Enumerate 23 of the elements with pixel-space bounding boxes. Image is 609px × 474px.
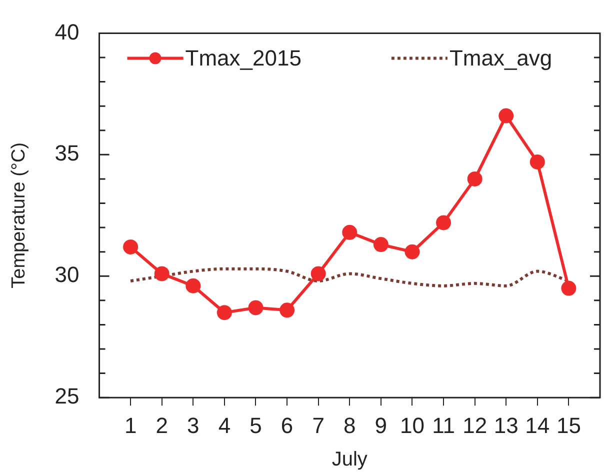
y-tick-label: 35: [54, 140, 80, 166]
y-tick-label: 25: [54, 384, 80, 409]
x-tick-label: 9: [374, 412, 388, 438]
x-tick-label: 1: [124, 412, 137, 438]
x-tick-label: 4: [218, 412, 231, 438]
x-tick-label: 7: [312, 412, 324, 438]
x-tick-label: 15: [556, 412, 581, 438]
legend-label: Tmax_2015: [185, 45, 302, 70]
legend-label: Tmax_avg: [449, 45, 552, 70]
x-tick-label: 10: [400, 412, 424, 438]
x-tick-label: 12: [462, 412, 488, 438]
x-tick-label: 14: [525, 412, 550, 438]
x-axis-title: July: [332, 448, 368, 471]
x-tick-label: 13: [494, 412, 518, 438]
x-tick-label: 5: [250, 412, 262, 438]
y-tick-label: 30: [54, 262, 80, 288]
x-tick-label: 3: [187, 412, 200, 438]
x-tick-label: 11: [432, 412, 455, 438]
x-tick-label: 2: [156, 412, 168, 438]
x-tick-label: 6: [280, 412, 294, 438]
y-tick-label: 40: [54, 19, 80, 44]
x-tick-label: 8: [344, 412, 356, 438]
y-axis-title: Temperature (°C): [8, 142, 30, 288]
